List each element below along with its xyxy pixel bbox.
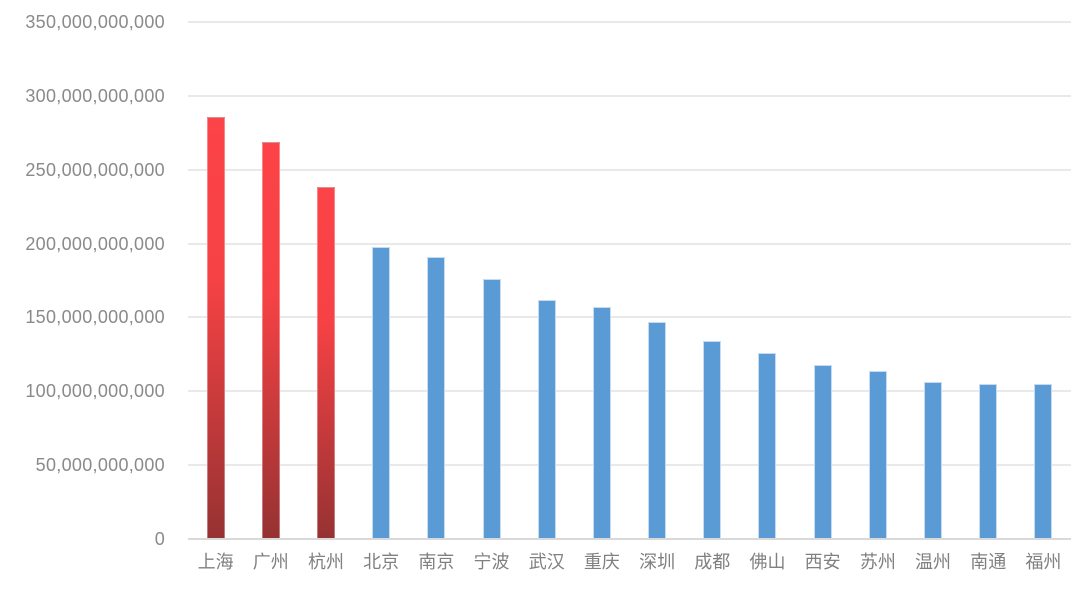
x-axis-tick-label: 深圳 (639, 552, 676, 572)
y-axis-tick-label: 200,000,000,000 (25, 233, 165, 254)
x-axis-line (188, 538, 1071, 540)
gridline (188, 168, 1071, 171)
x-axis-tick-label: 佛山 (749, 552, 786, 572)
gridline (188, 21, 1071, 23)
y-axis-tick-label: 150,000,000,000 (25, 307, 165, 328)
x-axis-tick-label: 上海 (197, 552, 234, 572)
y-axis-tick-label: 50,000,000,000 (35, 455, 165, 476)
bar (758, 352, 777, 539)
bar (868, 370, 887, 539)
x-axis-tick-label: 广州 (252, 552, 289, 572)
bar (482, 279, 501, 539)
y-axis-tick-label: 100,000,000,000 (25, 381, 165, 402)
gridline (188, 94, 1071, 97)
x-axis-tick-label: 苏州 (859, 552, 896, 572)
bar (979, 383, 998, 539)
bar (206, 116, 225, 539)
bar (427, 256, 446, 539)
x-axis-tick-label: 成都 (694, 552, 731, 572)
x-axis-tick-label: 宁波 (473, 552, 510, 572)
x-axis-tick-label: 西安 (804, 552, 841, 572)
bar (261, 141, 280, 539)
y-axis-tick-label: 250,000,000,000 (25, 159, 165, 180)
bar (648, 321, 667, 539)
gridline (188, 390, 1071, 393)
gridline (188, 242, 1071, 245)
bar (813, 364, 832, 539)
x-axis-tick-label: 南通 (970, 552, 1007, 572)
bar (924, 382, 943, 539)
y-axis-tick-label: 0 (154, 529, 165, 549)
bar (537, 299, 556, 539)
x-axis-tick-label: 杭州 (307, 552, 344, 572)
y-axis-tick-label: 350,000,000,000 (25, 12, 165, 32)
gridline (188, 316, 1071, 319)
x-axis-tick-label: 南京 (418, 552, 455, 572)
x-axis-tick-label: 福州 (1025, 552, 1062, 572)
y-axis-tick-label: 300,000,000,000 (25, 85, 165, 106)
x-axis-tick-label: 重庆 (583, 552, 620, 572)
x-axis-tick-label: 武汉 (528, 552, 565, 572)
bar (703, 341, 722, 539)
x-axis-tick-label: 温州 (915, 552, 952, 572)
bar (1034, 383, 1053, 539)
gridline (188, 464, 1071, 467)
x-axis-tick-label: 北京 (363, 552, 400, 572)
bar (592, 307, 611, 539)
bar (372, 246, 391, 539)
bar (316, 187, 335, 539)
